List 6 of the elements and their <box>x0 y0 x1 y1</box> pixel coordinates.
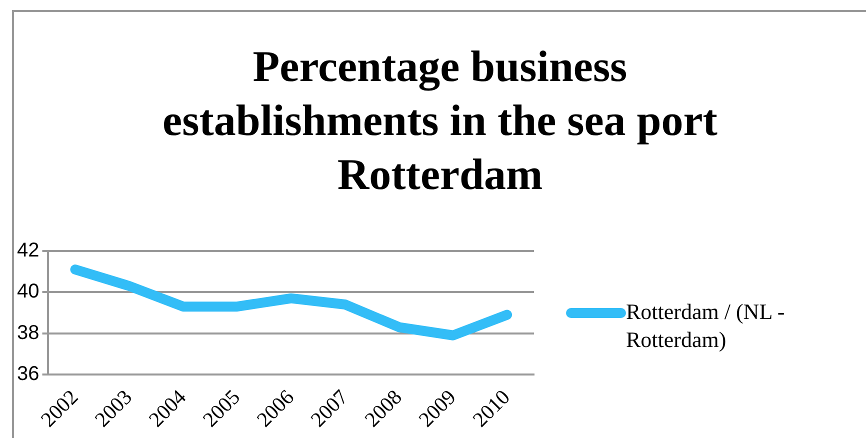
y-tick-label: 38 <box>16 322 40 344</box>
legend-label: Rotterdam / (NL - Rotterdam) <box>626 298 786 354</box>
chart-title: Percentage business establishments in the sea port Rotterdam <box>162 41 718 201</box>
y-tick-label: 40 <box>16 280 40 303</box>
y-tick-label: 42 <box>16 240 40 262</box>
y-tick-label: 36 <box>16 363 40 385</box>
